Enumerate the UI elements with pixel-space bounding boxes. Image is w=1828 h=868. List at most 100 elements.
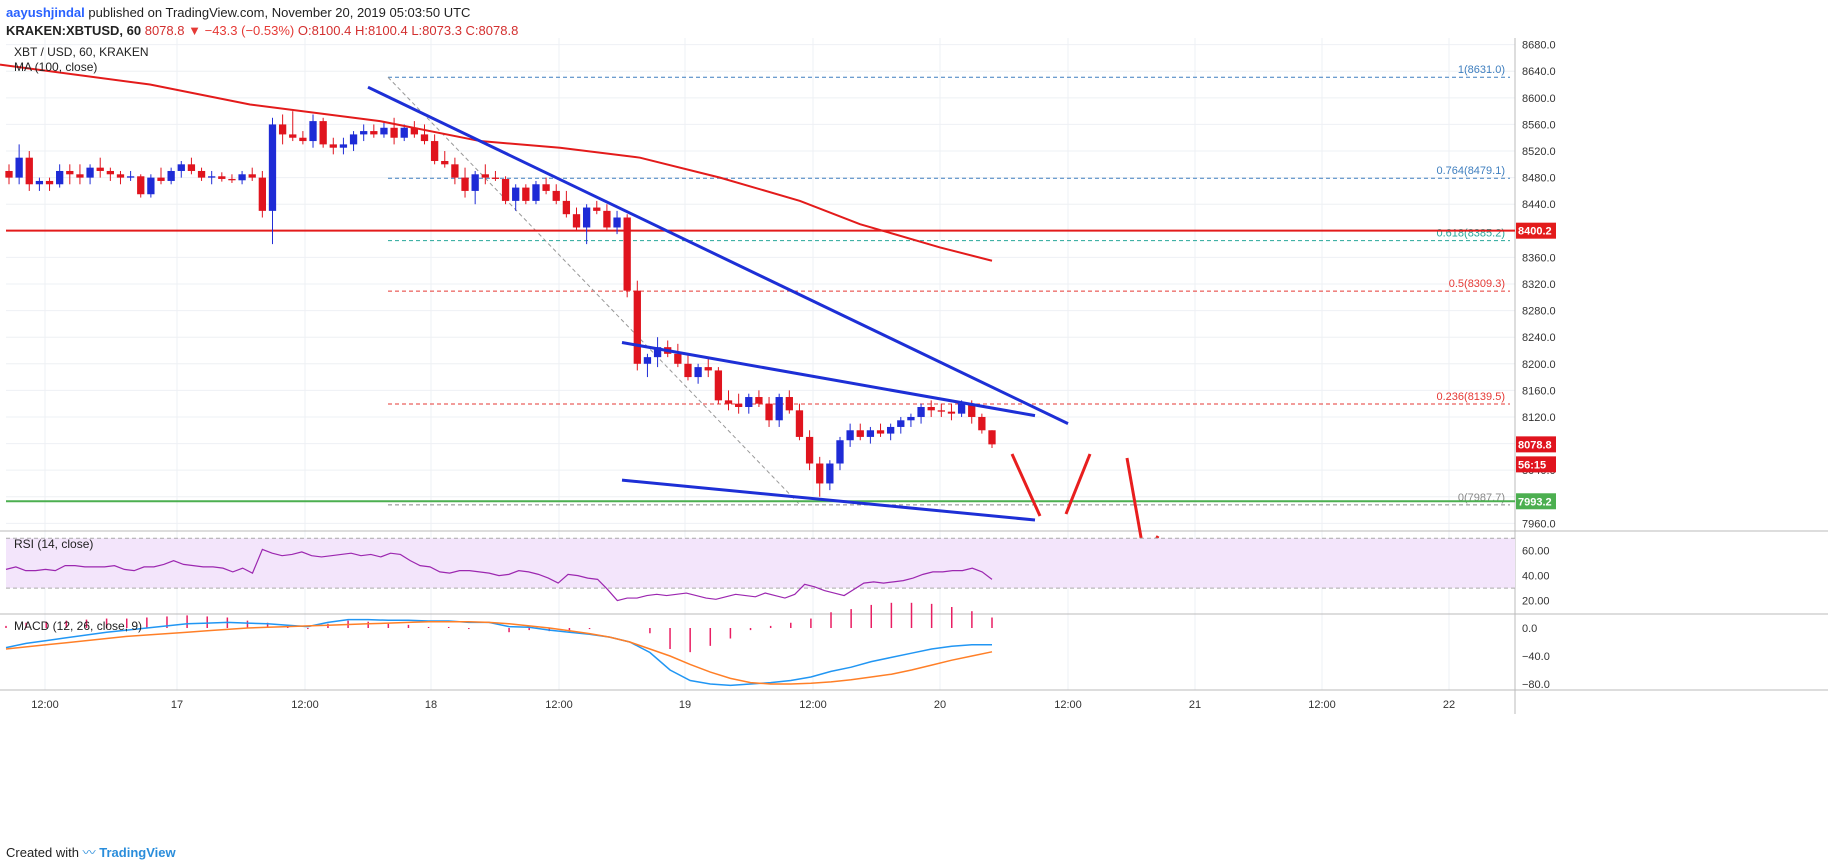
tradingview-logo-icon: 〰: [82, 845, 96, 860]
candle-body: [968, 403, 976, 417]
arrow-line: [1064, 453, 1092, 515]
candle-body: [582, 207, 591, 228]
publish-info: published on TradingView.com, November 2…: [88, 5, 471, 20]
candle-body: [400, 127, 408, 138]
candle-body: [329, 144, 337, 148]
price-tick-label: 8480.0: [1522, 173, 1556, 185]
candle-body: [289, 134, 297, 138]
candle-body: [745, 397, 753, 407]
candle-body: [522, 187, 530, 201]
price-change: −43.3 (−0.53%): [204, 23, 295, 38]
candle-body: [106, 170, 114, 175]
rsi-tick-label: 40.00: [1522, 571, 1550, 583]
candle-body: [552, 190, 560, 201]
time-tick-label: 18: [425, 699, 437, 711]
macd-tick-label: 0.0: [1522, 623, 1537, 635]
candle-body: [299, 137, 307, 142]
candle-body: [126, 176, 135, 178]
candle-body: [826, 463, 834, 484]
candle-body: [897, 420, 905, 427]
support-price-badge-bg: [1516, 493, 1556, 510]
price-tick-label: 8120.0: [1522, 412, 1556, 424]
candle-body: [45, 180, 54, 185]
fib-label: 0.618(8385.2): [1437, 228, 1506, 240]
resistance-price-badge-bg: [1516, 222, 1556, 239]
chart-title: XBT / USD, 60, KRAKEN: [14, 45, 149, 59]
candle-body: [278, 124, 287, 135]
candle-body: [532, 184, 540, 201]
footer: Created with 〰 TradingView: [6, 842, 176, 861]
rsi-band: [6, 538, 1515, 589]
candle-body: [876, 430, 885, 434]
ma-100-line: [0, 63, 993, 262]
rsi-line: [5, 548, 993, 602]
horizontal-levels: [6, 229, 1515, 503]
candle-body: [370, 131, 378, 135]
footer-prefix: Created with: [6, 845, 79, 860]
time-tick-label: 12:00: [1308, 699, 1336, 711]
candle-body: [319, 121, 327, 145]
candle-body: [96, 167, 104, 171]
price-tick-label: 8560.0: [1522, 119, 1556, 131]
candle-body: [451, 164, 459, 178]
arrow-line: [1010, 453, 1042, 517]
candle-body: [137, 176, 145, 195]
trend-lines: [367, 85, 1069, 522]
trend-line: [621, 478, 1036, 522]
last-price-badge-bg: [1516, 436, 1556, 453]
candle-body: [917, 407, 925, 417]
price-tick-label: 8160.0: [1522, 385, 1556, 397]
candle-body: [248, 174, 256, 178]
trend-line: [621, 341, 1036, 418]
price-tick-label: 8440.0: [1522, 199, 1556, 211]
candle-body: [208, 176, 216, 178]
candle-body: [116, 174, 125, 178]
time-tick-label: 19: [679, 699, 691, 711]
candle-body: [268, 124, 277, 211]
candle-body: [562, 200, 571, 215]
candle-body: [167, 170, 175, 181]
candle-body: [755, 397, 763, 404]
candle-body: [724, 400, 733, 404]
macd-legend: MACD (12, 26, close, 9): [14, 619, 142, 633]
candle-body: [643, 357, 652, 364]
candle-body: [805, 436, 814, 464]
candle-body: [623, 217, 631, 291]
candle-body: [735, 403, 743, 407]
last-price-badge: 8078.8: [1518, 439, 1552, 451]
candle-body: [360, 131, 368, 135]
candle-body: [785, 397, 793, 411]
resistance-price-badge: 8400.2: [1518, 226, 1552, 238]
candle-body: [5, 170, 13, 178]
countdown-badge: 56:15: [1518, 459, 1546, 471]
moving-average-line: [0, 63, 993, 262]
price-tick-label: 8640.0: [1522, 66, 1556, 78]
candle-body: [714, 370, 723, 401]
author-name[interactable]: aayushjindal: [6, 5, 85, 20]
candle-body: [177, 164, 185, 171]
candle-body: [501, 178, 510, 201]
time-tick-label: 12:00: [545, 699, 573, 711]
candle-body: [907, 416, 915, 421]
fibonacci-levels: 1(8631.0) 0.764(8479.1) 0.618(8385.2) 0.5(8…: [387, 64, 1510, 506]
fib-label: 1(8631.0): [1458, 64, 1505, 76]
price-chart[interactable]: 1(8631.0) 0.764(8479.1) 0.618(8385.2) 0.5(8…: [0, 38, 1828, 840]
footer-brand[interactable]: TradingView: [99, 845, 176, 860]
legend: XBT / USD, 60, KRAKEN MA (100, close) RS…: [14, 45, 149, 633]
price-tick-label: 8520.0: [1522, 146, 1556, 158]
candle-body: [653, 347, 662, 358]
support-price-badge: 7993.2: [1518, 496, 1552, 508]
price-tick-label: 7960.0: [1522, 518, 1556, 530]
candle-body: [633, 290, 641, 364]
candle-body: [795, 410, 804, 437]
candle-body: [157, 177, 165, 181]
candle-body: [147, 177, 155, 195]
candle-body: [339, 144, 348, 148]
candlestick-series: [5, 111, 996, 497]
candle-body: [66, 170, 74, 175]
time-tick-label: 12:00: [799, 699, 827, 711]
candle-body: [866, 430, 875, 437]
candle-body: [349, 134, 358, 145]
candle-body: [988, 430, 996, 445]
price-tick-label: 8280.0: [1522, 306, 1556, 318]
